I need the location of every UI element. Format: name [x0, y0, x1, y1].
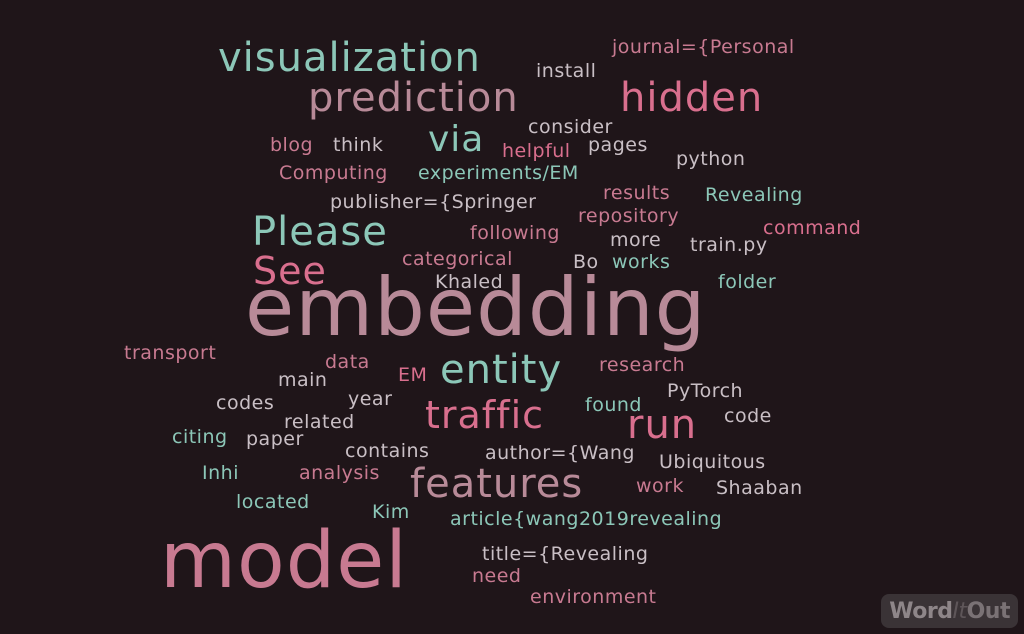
word-paper: paper	[246, 428, 304, 450]
word-publisher-springer: publisher={Springer	[330, 191, 537, 213]
word-please: Please	[252, 209, 388, 255]
word-install: install	[536, 60, 597, 82]
word-traffic: traffic	[425, 393, 545, 437]
word-inhi: Inhi	[202, 462, 239, 484]
word-analysis: analysis	[299, 462, 380, 484]
word-results: results	[603, 182, 671, 204]
logo-part-it: It	[952, 598, 967, 624]
word-found: found	[585, 394, 642, 416]
word-shaaban: Shaaban	[716, 477, 803, 499]
word-features: features	[410, 461, 584, 507]
word-think: think	[333, 134, 384, 156]
word-related: related	[284, 411, 355, 433]
word-run: run	[627, 402, 698, 448]
word-categorical: categorical	[402, 248, 513, 270]
word-hidden: hidden	[620, 75, 764, 121]
word-citing: citing	[172, 426, 228, 448]
word-pytorch: PyTorch	[667, 380, 744, 402]
word-kim: Kim	[372, 501, 410, 523]
word-transport: transport	[124, 342, 217, 364]
word-revealing: Revealing	[705, 184, 803, 206]
word-command: command	[763, 217, 862, 239]
word-ubiquitous: Ubiquitous	[659, 451, 766, 473]
word-need: need	[472, 565, 522, 587]
word-repository: repository	[578, 205, 680, 227]
word-article-wang2019revealing: article{wang2019revealing	[450, 508, 723, 530]
word-contains: contains	[345, 440, 430, 462]
word-model: model	[160, 516, 408, 606]
word-year: year	[348, 388, 393, 410]
word-via: via	[428, 119, 485, 160]
word-works: works	[612, 251, 671, 273]
word-blog: blog	[270, 134, 314, 156]
word-pages: pages	[588, 134, 648, 156]
word-more: more	[610, 229, 662, 251]
word-located: located	[236, 491, 310, 513]
logo-part-word: Word	[889, 598, 953, 624]
word-khaled: Khaled	[435, 271, 504, 293]
word-entity: entity	[440, 347, 563, 393]
word-journal-personal: journal={Personal	[612, 36, 795, 58]
word-embedding: embedding	[245, 261, 707, 354]
word-author-wang: author={Wang	[485, 442, 635, 464]
word-bo: Bo	[573, 251, 599, 273]
word-computing: Computing	[279, 162, 388, 184]
wordle-logo: Word It Out	[881, 594, 1018, 628]
word-visualization: visualization	[218, 35, 481, 81]
word-code: code	[724, 405, 772, 427]
word-codes: codes	[216, 392, 275, 414]
word-prediction: prediction	[308, 75, 519, 121]
word-title-revealing: title={Revealing	[482, 543, 649, 565]
word-folder: folder	[718, 271, 777, 293]
word-see: See	[253, 249, 327, 293]
word-main: main	[278, 369, 328, 391]
word-data: data	[325, 351, 370, 373]
word-environment: environment	[530, 586, 657, 608]
word-research: research	[599, 354, 686, 376]
word-work: work	[636, 475, 684, 497]
word-em: EM	[398, 364, 428, 386]
word-train-py: train.py	[690, 234, 768, 256]
word-following: following	[470, 222, 560, 244]
logo-part-out: Out	[966, 598, 1011, 624]
word-helpful: helpful	[502, 140, 571, 162]
word-consider: consider	[528, 116, 613, 138]
word-experiments-em: experiments/EM	[418, 162, 579, 184]
word-python: python	[676, 148, 746, 170]
